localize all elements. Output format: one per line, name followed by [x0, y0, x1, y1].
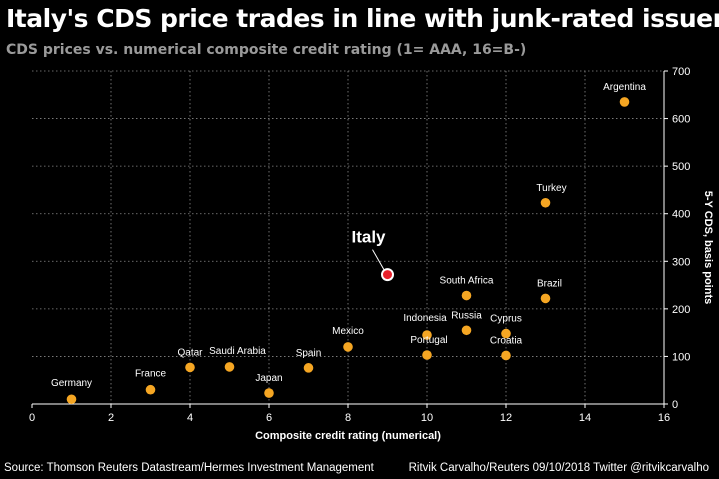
- x-tick-label: 2: [108, 412, 114, 424]
- label-cyprus: Cyprus: [490, 314, 522, 325]
- source-note: Source: Thomson Reuters Datastream/Herme…: [4, 462, 374, 474]
- chart-subtitle: CDS prices vs. numerical composite credi…: [6, 42, 527, 58]
- y-tick-label: 600: [672, 114, 690, 126]
- point-spain: [303, 363, 314, 373]
- y-tick-label: 700: [672, 66, 690, 78]
- label-japan: Japan: [255, 373, 282, 384]
- point-qatar: [185, 362, 195, 373]
- point-russia: [461, 325, 472, 336]
- x-axis-label: Composite credit rating (numerical): [255, 430, 441, 442]
- point-portugal: [422, 350, 432, 360]
- point-france: [145, 384, 156, 395]
- point-south-africa: [461, 290, 472, 301]
- x-tick-label: 8: [345, 412, 351, 424]
- point-italy: [381, 268, 394, 282]
- point-turkey: [540, 197, 551, 208]
- y-tick-label: 100: [672, 351, 690, 363]
- y-tick-label: 300: [672, 256, 690, 268]
- point-germany: [66, 394, 77, 405]
- x-tick-label: 14: [579, 412, 591, 424]
- point-japan: [264, 388, 274, 398]
- y-axis-label: 5-Y CDS, basis points: [702, 191, 714, 305]
- x-tick-label: 6: [266, 412, 272, 424]
- point-mexico: [343, 342, 353, 352]
- point-saudi-arabia: [224, 362, 235, 372]
- y-tick-label: 400: [672, 209, 690, 221]
- y-tick-label: 200: [672, 304, 690, 316]
- point-indonesia: [422, 330, 432, 340]
- x-tick-label: 12: [500, 412, 512, 424]
- label-portugal: Portugal: [410, 335, 447, 346]
- label-saudi-arabia: Saudi Arabia: [209, 346, 266, 357]
- point-brazil: [540, 293, 551, 304]
- point-argentina: [619, 97, 630, 107]
- chart-title: Italy's CDS price trades in line with ju…: [6, 4, 719, 33]
- label-spain: Spain: [296, 348, 322, 359]
- y-tick-label: 0: [672, 399, 678, 411]
- y-tick-label: 500: [672, 161, 690, 173]
- point-croatia: [501, 350, 511, 361]
- label-argentina: Argentina: [603, 82, 646, 93]
- label-south-africa: South Africa: [440, 276, 494, 287]
- x-tick-label: 16: [658, 412, 670, 424]
- label-russia: Russia: [451, 310, 482, 321]
- label-germany: Germany: [51, 378, 92, 389]
- point-cyprus: [501, 328, 511, 339]
- italy-callout-line: [372, 249, 385, 271]
- label-france: France: [135, 369, 167, 380]
- x-tick-label: 0: [29, 412, 35, 424]
- x-tick-label: 10: [421, 412, 433, 424]
- label-qatar: Qatar: [177, 347, 203, 358]
- credit-note: Ritvik Carvalho/Reuters 09/10/2018 Twitt…: [408, 462, 709, 474]
- label-mexico: Mexico: [332, 326, 364, 337]
- label-turkey: Turkey: [536, 183, 566, 194]
- x-tick-label: 4: [187, 412, 193, 424]
- label-indonesia: Indonesia: [403, 313, 447, 324]
- label-croatia: Croatia: [490, 335, 523, 346]
- label-italy: Italy: [351, 228, 386, 247]
- point-labels: Germany France Qatar Saudi Arabia Japan Spain…: [51, 82, 646, 389]
- grid: [32, 70, 665, 404]
- label-brazil: Brazil: [537, 278, 562, 289]
- data-points: [66, 97, 630, 405]
